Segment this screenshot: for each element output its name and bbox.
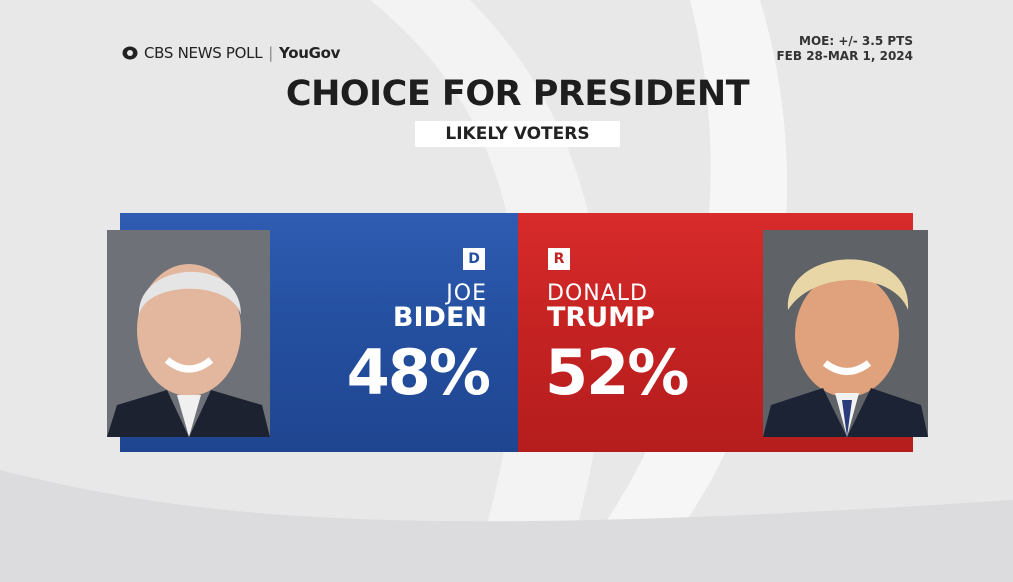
vote-share: 52% <box>545 336 689 409</box>
brand-text: CBS NEWS POLL <box>144 44 263 62</box>
last-name: BIDEN <box>392 302 487 333</box>
poll-dates: FEB 28-MAR 1, 2024 <box>776 49 913 63</box>
margin-of-error: MOE: +/- 3.5 PTS <box>799 34 913 48</box>
title: CHOICE FOR PRESIDENT <box>285 74 750 114</box>
vote-share: 48% <box>346 336 491 409</box>
swoosh <box>0 470 1013 582</box>
first-name: DONALD <box>547 281 648 306</box>
trump-photo <box>763 230 928 437</box>
biden-photo <box>107 230 270 437</box>
subtitle: LIKELY VOTERS <box>415 121 620 147</box>
first-name: JOE <box>446 281 487 306</box>
party-badge: R <box>548 248 570 270</box>
party-badge: D <box>463 248 485 270</box>
partner: YouGov <box>279 44 341 62</box>
last-name: TRUMP <box>547 302 655 333</box>
separator: | <box>268 44 274 62</box>
cbs-eye-logo <box>122 46 138 60</box>
poll-info: MOE: +/- 3.5 PTS FEB 28-MAR 1, 2024 <box>776 34 913 64</box>
brand: CBS NEWS POLL | YouGov <box>122 44 340 62</box>
